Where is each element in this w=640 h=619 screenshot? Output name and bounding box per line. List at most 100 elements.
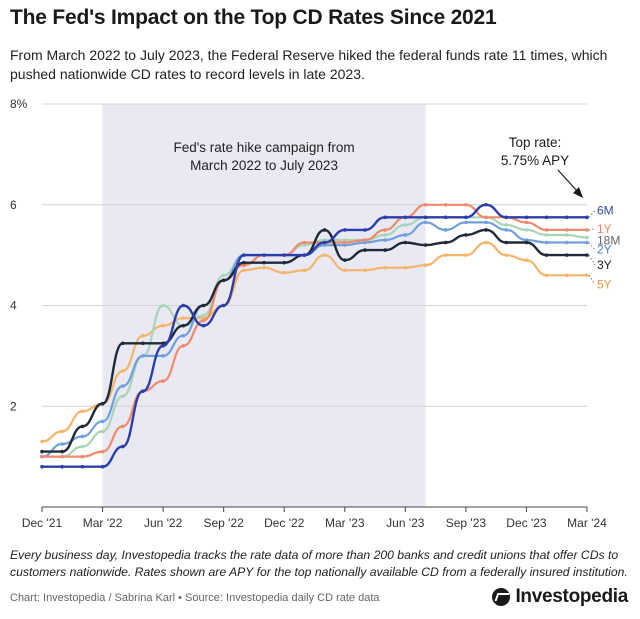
series-point-3y: [403, 240, 408, 245]
series-point-1y: [443, 202, 448, 207]
series-point-3y: [544, 253, 549, 257]
x-tick-label: Jun '22: [144, 516, 183, 530]
x-tick-label: Dec '22: [264, 516, 305, 530]
series-point-3y: [464, 233, 468, 237]
series-point-2y: [161, 354, 165, 358]
series-point-1y: [544, 228, 549, 232]
series-point-18m: [302, 243, 307, 247]
series-point-2y: [363, 240, 367, 245]
series-point-5y: [443, 253, 448, 257]
series-point-3y: [80, 424, 85, 429]
series-point-5y: [161, 323, 165, 328]
series-point-3y: [201, 303, 206, 308]
chart-subtitle: From March 2022 to July 2023, the Federa…: [10, 47, 608, 82]
series-point-2y: [60, 442, 64, 446]
series-point-5y: [201, 316, 206, 320]
series-point-3y: [282, 260, 287, 265]
series-point-3y: [322, 228, 327, 232]
series-point-6m: [484, 202, 488, 207]
series-point-3y: [443, 240, 448, 245]
series-point-6m: [282, 253, 287, 257]
y-tick-label: 8%: [10, 97, 28, 111]
label-leader-line: [588, 210, 596, 218]
series-line-5y: [40, 241, 589, 443]
series-point-1y: [40, 454, 44, 459]
series-point-3y: [141, 341, 145, 346]
series-point-6m: [302, 253, 307, 257]
series-point-2y: [120, 384, 125, 388]
series-point-6m: [544, 215, 549, 220]
series-point-5y: [40, 439, 44, 444]
series-point-18m: [504, 223, 509, 227]
series-point-1y: [342, 240, 347, 245]
series-point-5y: [322, 253, 327, 257]
series-point-3y: [262, 260, 266, 265]
series-point-5y: [120, 369, 125, 373]
series-point-5y: [181, 316, 186, 320]
logo-text: Investopedia: [515, 586, 628, 607]
series-point-5y: [524, 258, 529, 262]
top-rate-annotation-line2: 5.75% APY: [501, 153, 569, 168]
series-point-3y: [60, 449, 64, 454]
series-point-6m: [342, 228, 347, 232]
series-point-2y: [342, 243, 347, 247]
series-point-18m: [524, 228, 529, 232]
series-point-3y: [524, 240, 529, 245]
series-point-3y: [181, 323, 186, 328]
series-point-3y: [504, 240, 509, 245]
series-point-18m: [161, 303, 165, 308]
series-point-6m: [181, 303, 186, 308]
series-point-5y: [363, 268, 367, 273]
x-tick-label: Mar '22: [83, 516, 123, 530]
series-point-18m: [403, 223, 408, 227]
series-point-6m: [464, 215, 468, 220]
series-point-3y: [161, 341, 165, 346]
series-point-2y: [322, 243, 327, 247]
series-point-5y: [342, 268, 347, 273]
series-end-label-5y: 5Y: [597, 277, 612, 291]
series-point-3y: [423, 243, 428, 247]
series-point-18m: [100, 429, 105, 434]
series-point-3y: [585, 253, 589, 257]
series-point-18m: [221, 273, 226, 278]
x-tick-label: Mar '24: [567, 516, 607, 530]
series-point-6m: [141, 389, 145, 393]
series-point-3y: [363, 248, 367, 252]
series-point-2y: [544, 240, 549, 245]
investopedia-logo: Investopedia: [492, 586, 628, 608]
series-point-1y: [484, 215, 488, 220]
chart-footnote: Every business day, Investopedia tracks …: [10, 548, 628, 579]
series-point-6m: [120, 444, 125, 449]
series-point-3y: [383, 248, 387, 252]
series-point-6m: [161, 344, 165, 348]
series-point-1y: [383, 228, 387, 232]
series-point-2y: [383, 238, 387, 242]
series-end-label-3y: 3Y: [597, 258, 612, 272]
series-point-6m: [524, 215, 529, 220]
series-point-5y: [484, 240, 488, 245]
series-point-2y: [524, 238, 529, 242]
series-point-2y: [141, 354, 145, 358]
series-end-label-6m: 6M: [597, 203, 614, 217]
series-point-1y: [565, 228, 569, 232]
series-point-1y: [60, 454, 64, 459]
rate-hike-period-label-line1: Fed's rate hike campaign from: [173, 140, 354, 155]
series-point-1y: [585, 228, 589, 232]
chart-credit: Chart: Investopedia / Sabrina Karl • Sou…: [10, 592, 380, 604]
x-tick-label: Jun '23: [386, 516, 425, 530]
series-point-6m: [565, 215, 569, 220]
series-point-5y: [80, 409, 85, 414]
x-tick-label: Dec '21: [22, 516, 63, 530]
series-point-5y: [423, 263, 428, 267]
series-point-1y: [423, 202, 428, 207]
series-point-6m: [443, 215, 448, 220]
series-point-18m: [342, 238, 347, 242]
top-rate-arrow-head: [573, 187, 583, 198]
top-rate-arrow-line: [557, 169, 579, 193]
series-point-5y: [141, 333, 145, 338]
series-point-5y: [383, 265, 387, 270]
label-leader-line: [588, 274, 596, 285]
series-point-6m: [100, 464, 105, 469]
series-point-18m: [120, 394, 125, 398]
series-end-label-18m: 18M: [597, 233, 620, 247]
